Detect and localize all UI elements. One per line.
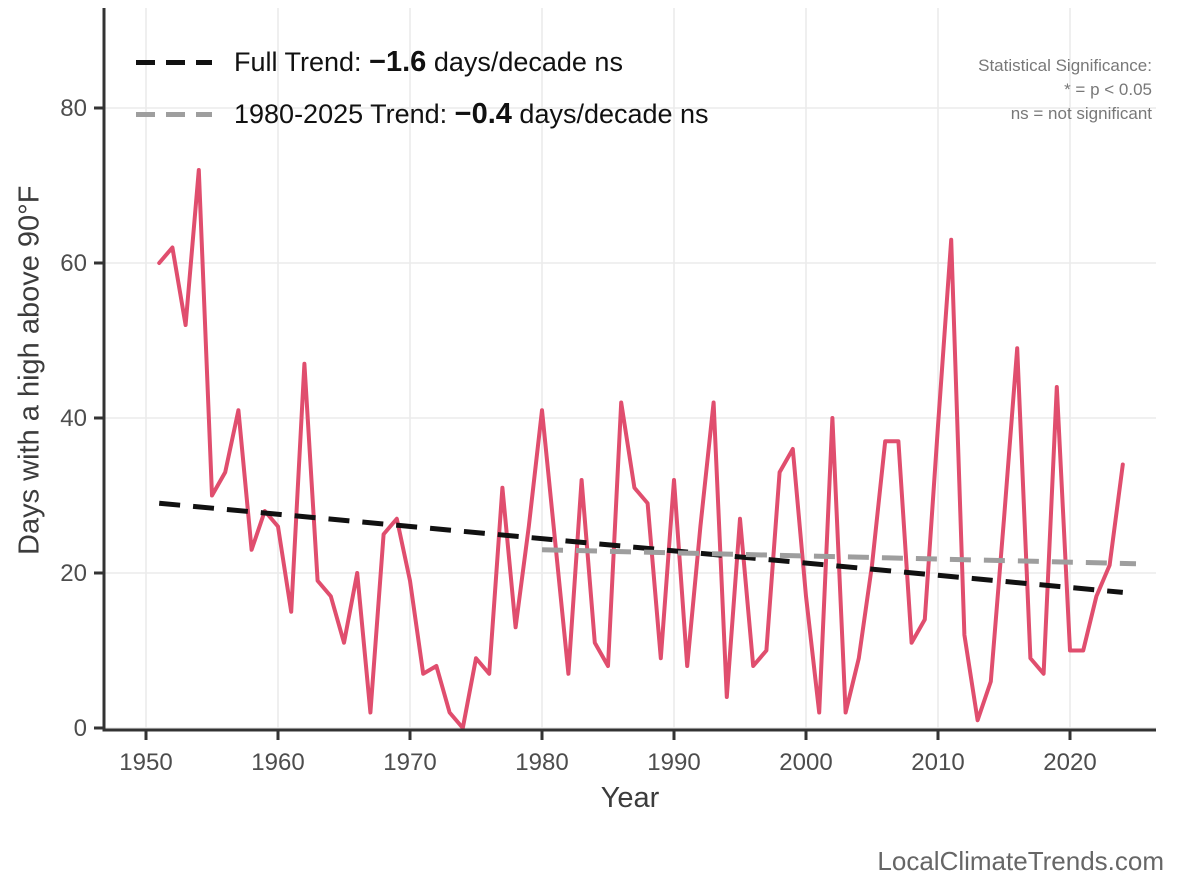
y-tick-label: 40 (60, 405, 87, 432)
significance-note: Statistical Significance: * = p < 0.05 n… (978, 54, 1152, 126)
x-axis-title: Year (600, 782, 660, 814)
tick-labels: 0 20 40 60 80 1950 1960 1970 1980 1990 2000 2010 202… (60, 95, 1096, 776)
gridlines (104, 8, 1156, 730)
x-tick-label: 1980 (515, 749, 568, 776)
legend-label-full-trend: Full Trend: −1.6 days/decade ns (234, 45, 623, 78)
x-tick-label: 2020 (1043, 749, 1096, 776)
x-tick-label: 1990 (647, 749, 700, 776)
x-tick-label: 2010 (911, 749, 964, 776)
x-tick-label: 1970 (383, 749, 436, 776)
axes (102, 8, 1156, 732)
gray-dash-sample-icon (136, 111, 212, 117)
legend-label-recent-trend: 1980-2025 Trend: −0.4 days/decade ns (234, 97, 709, 130)
legend-item-recent-trend: 1980-2025 Trend: −0.4 days/decade ns (136, 88, 709, 140)
y-tick-label: 0 (74, 715, 87, 742)
full-trend-line (158, 500, 1124, 595)
significance-note-title: Statistical Significance: (978, 56, 1152, 75)
significance-note-star: * = p < 0.05 (1064, 80, 1152, 99)
black-dash-sample-icon (136, 59, 212, 65)
x-tick-label: 1950 (119, 749, 172, 776)
y-axis-title: Days with a high above 90°F (13, 185, 46, 555)
ticks (94, 106, 1072, 740)
data-series-line (157, 168, 1125, 730)
legend-item-full-trend: Full Trend: −1.6 days/decade ns (136, 36, 709, 88)
y-tick-label: 60 (60, 250, 87, 277)
x-tick-label: 1960 (251, 749, 304, 776)
x-tick-label: 2000 (779, 749, 832, 776)
watermark: LocalClimateTrends.com (877, 846, 1164, 876)
significance-note-ns: ns = not significant (1010, 104, 1152, 123)
legend: Full Trend: −1.6 days/decade ns 1980-202… (136, 36, 709, 140)
y-tick-label: 20 (60, 560, 87, 587)
y-tick-label: 80 (60, 95, 87, 122)
recent-trend-line (541, 547, 1137, 567)
